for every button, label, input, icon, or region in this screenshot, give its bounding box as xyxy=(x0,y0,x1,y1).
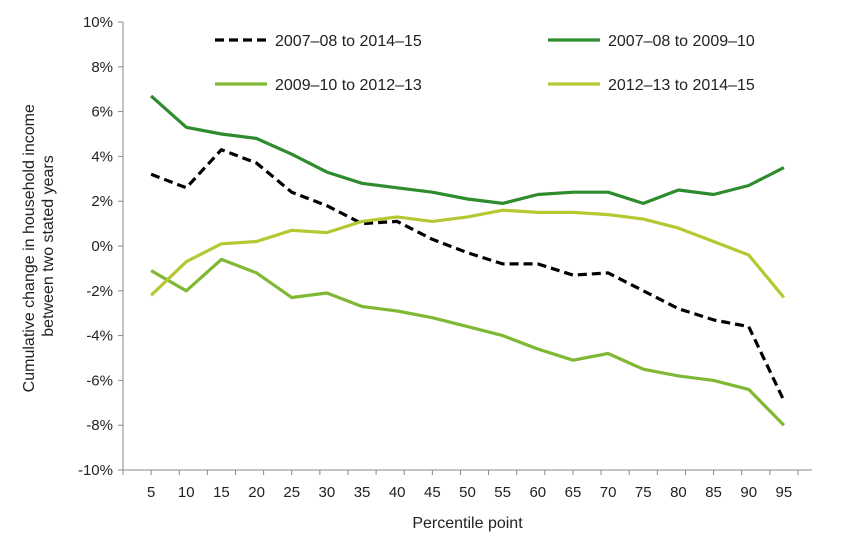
x-tick-label: 15 xyxy=(213,484,230,501)
series-layer xyxy=(149,94,786,427)
y-tick-label: -4% xyxy=(86,328,113,345)
series-line xyxy=(150,257,786,427)
x-tick-label: 40 xyxy=(389,484,406,501)
x-tick-label: 20 xyxy=(248,484,265,501)
x-tick-label: 60 xyxy=(529,484,546,501)
legend-label: 2012–13 to 2014–15 xyxy=(608,77,755,94)
y-tick-label: 8% xyxy=(91,59,113,76)
x-tick-label: 75 xyxy=(635,484,652,501)
x-tick-label: 50 xyxy=(459,484,476,501)
y-tick-label: -8% xyxy=(86,417,113,434)
y-tick-label: 10% xyxy=(83,14,113,31)
x-tick-label: 85 xyxy=(705,484,722,501)
x-tick-label: 10 xyxy=(178,484,195,501)
legend: 2007–08 to 2014–15 2007–08 to 2009–10 2009… xyxy=(215,33,755,94)
series-line xyxy=(150,148,786,402)
x-tick-label: 45 xyxy=(424,484,441,501)
y-tick-label: 0% xyxy=(91,238,113,255)
legend-label: 2009–10 to 2012–13 xyxy=(275,77,422,94)
x-axis-title: Percentile point xyxy=(412,515,523,532)
x-tick-label: 35 xyxy=(354,484,371,501)
x-tick-label: 30 xyxy=(319,484,336,501)
y-tick-label: -10% xyxy=(78,462,113,479)
y-axis-title-line-2: between two stated years xyxy=(40,155,57,336)
x-tick-label: 5 xyxy=(147,484,155,501)
x-tick-label: 55 xyxy=(494,484,511,501)
y-tick-label: 4% xyxy=(91,148,113,165)
y-axis-title: Cumulative change in household income be… xyxy=(21,100,57,393)
legend-label: 2007–08 to 2009–10 xyxy=(608,33,755,50)
y-tick-label: -2% xyxy=(86,283,113,300)
y-axis-title-line-1: Cumulative change in household income xyxy=(21,104,38,392)
x-tick-label: 70 xyxy=(600,484,617,501)
x-tick-label: 25 xyxy=(283,484,300,501)
series-line xyxy=(150,94,785,205)
x-tick-label: 90 xyxy=(740,484,757,501)
axes: -10% -8% -6% -4% -2% 0% 2% 4% 6% 8% 10% 5 10 15 20 25 30… xyxy=(78,14,812,501)
legend-label: 2007–08 to 2014–15 xyxy=(275,33,422,50)
x-tick-label: 80 xyxy=(670,484,687,501)
y-tick-label: 2% xyxy=(91,193,113,210)
y-tick-label: -6% xyxy=(86,372,113,389)
x-tick-label: 65 xyxy=(565,484,582,501)
series-line xyxy=(149,208,786,299)
y-tick-label: 6% xyxy=(91,104,113,121)
x-tick-label: 95 xyxy=(776,484,793,501)
